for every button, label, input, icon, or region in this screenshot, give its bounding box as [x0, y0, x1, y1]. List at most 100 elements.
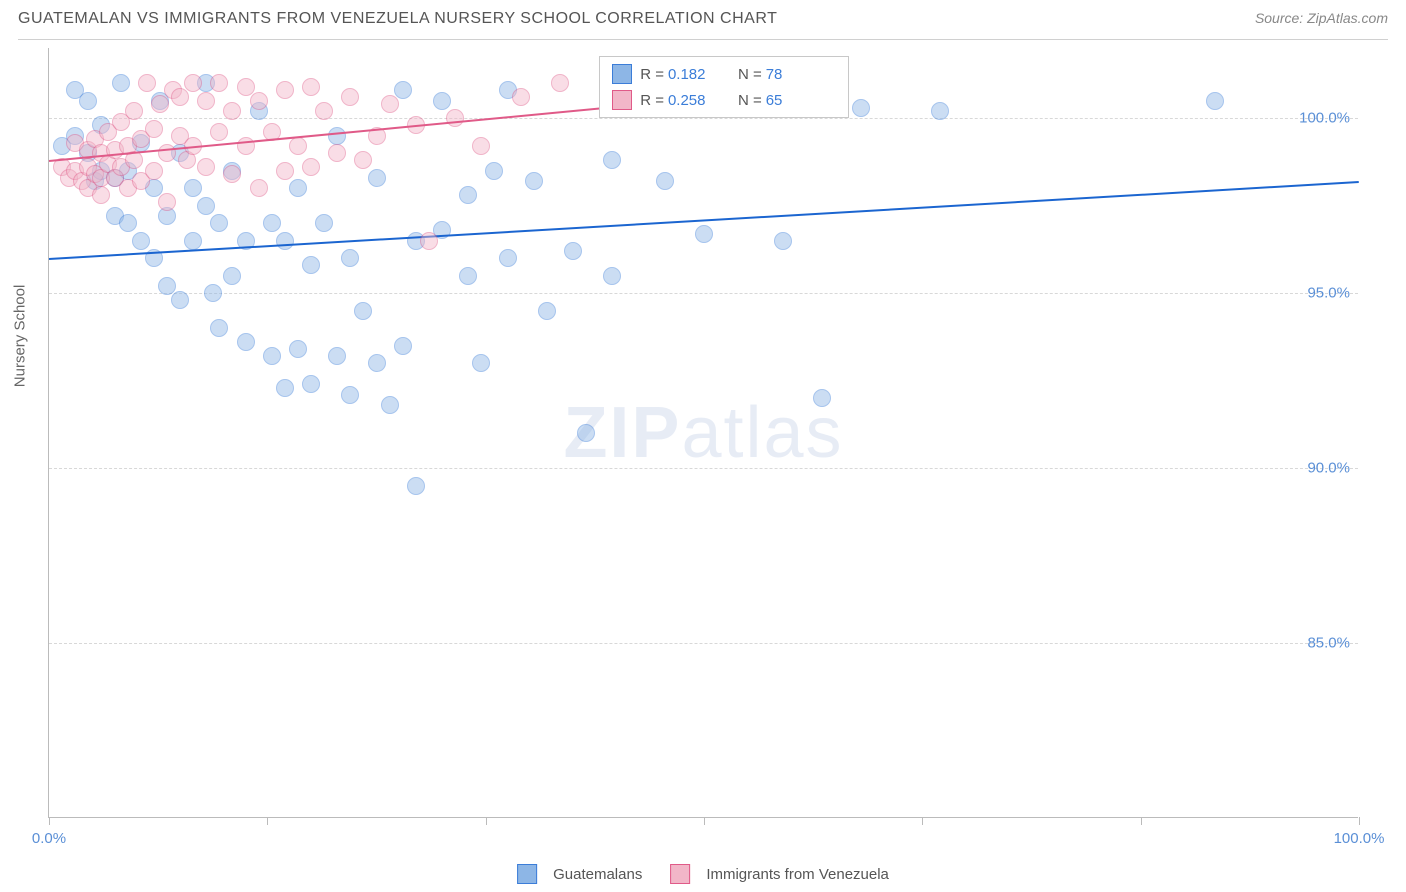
gridline-h: [49, 118, 1358, 119]
data-point: [433, 92, 451, 110]
data-point: [1206, 92, 1224, 110]
data-point: [132, 232, 150, 250]
ytick-label: 100.0%: [1299, 110, 1350, 127]
data-point: [407, 477, 425, 495]
data-point: [210, 214, 228, 232]
xtick: [267, 817, 268, 825]
legend-swatch-venezuela: [670, 864, 690, 884]
data-point: [223, 165, 241, 183]
data-point: [145, 120, 163, 138]
stats-n-value: 65: [766, 92, 818, 109]
data-point: [263, 214, 281, 232]
data-point: [538, 302, 556, 320]
watermark: ZIPatlas: [563, 392, 843, 474]
data-point: [302, 375, 320, 393]
data-point: [931, 102, 949, 120]
data-point: [125, 102, 143, 120]
data-point: [184, 179, 202, 197]
data-point: [368, 354, 386, 372]
data-point: [250, 179, 268, 197]
stats-row: R =0.258 N =65: [600, 87, 848, 113]
stats-row: R =0.182 N =78: [600, 61, 848, 87]
data-point: [499, 249, 517, 267]
data-point: [603, 267, 621, 285]
stats-n-value: 78: [766, 66, 818, 83]
data-point: [459, 267, 477, 285]
data-point: [381, 95, 399, 113]
data-point: [315, 214, 333, 232]
data-point: [237, 333, 255, 351]
data-point: [328, 347, 346, 365]
data-point: [210, 123, 228, 141]
data-point: [394, 81, 412, 99]
xtick-label: 100.0%: [1334, 830, 1385, 847]
legend-item-venezuela: Immigrants from Venezuela: [670, 864, 889, 884]
data-point: [354, 302, 372, 320]
stats-r-value: 0.182: [668, 66, 720, 83]
ytick-label: 85.0%: [1307, 635, 1350, 652]
xtick: [486, 817, 487, 825]
y-axis-label: Nursery School: [12, 285, 29, 388]
data-point: [276, 162, 294, 180]
data-point: [341, 249, 359, 267]
data-point: [472, 137, 490, 155]
data-point: [263, 347, 281, 365]
data-point: [459, 186, 477, 204]
data-point: [158, 193, 176, 211]
xtick: [1141, 817, 1142, 825]
stats-n-label: N =: [738, 66, 762, 83]
data-point: [603, 151, 621, 169]
data-point: [472, 354, 490, 372]
gridline-h: [49, 643, 1358, 644]
data-point: [368, 169, 386, 187]
data-point: [302, 158, 320, 176]
data-point: [394, 337, 412, 355]
data-point: [184, 232, 202, 250]
data-point: [656, 172, 674, 190]
data-point: [197, 197, 215, 215]
data-point: [184, 74, 202, 92]
stats-r-label: R =: [640, 92, 664, 109]
stats-box: R =0.182 N =78 R =0.258 N =65: [599, 56, 849, 118]
data-point: [577, 424, 595, 442]
data-point: [852, 99, 870, 117]
ytick-label: 95.0%: [1307, 285, 1350, 302]
stats-n-label: N =: [738, 92, 762, 109]
data-point: [341, 386, 359, 404]
data-point: [485, 162, 503, 180]
data-point: [774, 232, 792, 250]
data-point: [289, 179, 307, 197]
legend-label-guatemalans: Guatemalans: [553, 866, 642, 883]
data-point: [446, 109, 464, 127]
xtick: [922, 817, 923, 825]
chart-title: GUATEMALAN VS IMMIGRANTS FROM VENEZUELA …: [18, 10, 777, 28]
ytick-label: 90.0%: [1307, 460, 1350, 477]
stats-r-label: R =: [640, 66, 664, 83]
chart-source: Source: ZipAtlas.com: [1255, 10, 1388, 26]
legend-item-guatemalans: Guatemalans: [517, 864, 642, 884]
data-point: [302, 78, 320, 96]
data-point: [151, 95, 169, 113]
data-point: [695, 225, 713, 243]
data-point: [276, 379, 294, 397]
legend-bottom: Guatemalans Immigrants from Venezuela: [517, 864, 889, 884]
gridline-h: [49, 468, 1358, 469]
data-point: [158, 144, 176, 162]
stats-swatch: [612, 90, 632, 110]
data-point: [112, 74, 130, 92]
data-point: [92, 186, 110, 204]
data-point: [197, 92, 215, 110]
legend-swatch-guatemalans: [517, 864, 537, 884]
data-point: [119, 214, 137, 232]
data-point: [145, 162, 163, 180]
data-point: [223, 102, 241, 120]
data-point: [276, 81, 294, 99]
data-point: [381, 396, 399, 414]
data-point: [302, 256, 320, 274]
data-point: [289, 340, 307, 358]
stats-swatch: [612, 64, 632, 84]
data-point: [171, 88, 189, 106]
stats-r-value: 0.258: [668, 92, 720, 109]
data-point: [564, 242, 582, 260]
data-point: [197, 158, 215, 176]
